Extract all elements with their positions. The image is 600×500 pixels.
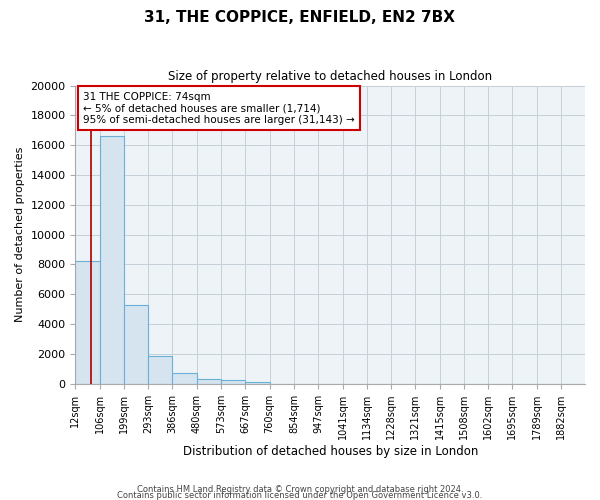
Bar	[76, 262, 100, 384]
Y-axis label: Number of detached properties: Number of detached properties	[15, 147, 25, 322]
Text: 31, THE COPPICE, ENFIELD, EN2 7BX: 31, THE COPPICE, ENFIELD, EN2 7BX	[145, 10, 455, 25]
Bar	[172, 372, 197, 384]
Bar	[197, 379, 221, 384]
Text: Contains public sector information licensed under the Open Government Licence v3: Contains public sector information licen…	[118, 490, 482, 500]
Text: Contains HM Land Registry data © Crown copyright and database right 2024.: Contains HM Land Registry data © Crown c…	[137, 484, 463, 494]
Bar	[245, 382, 269, 384]
Bar	[221, 380, 245, 384]
Bar	[100, 136, 124, 384]
X-axis label: Distribution of detached houses by size in London: Distribution of detached houses by size …	[182, 444, 478, 458]
Title: Size of property relative to detached houses in London: Size of property relative to detached ho…	[168, 70, 492, 83]
Bar	[148, 356, 172, 384]
Bar	[124, 304, 148, 384]
Text: 31 THE COPPICE: 74sqm
← 5% of detached houses are smaller (1,714)
95% of semi-de: 31 THE COPPICE: 74sqm ← 5% of detached h…	[83, 92, 355, 124]
